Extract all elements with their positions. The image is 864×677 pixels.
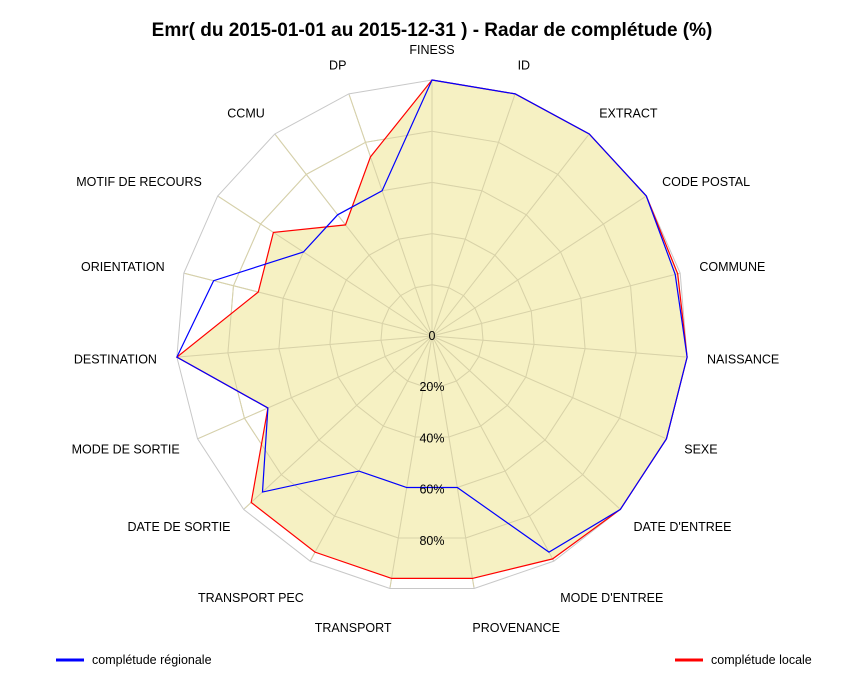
grid-ring-overlay — [380, 284, 484, 388]
axis-label: DP — [329, 58, 346, 72]
grid-spoke-overlay — [389, 335, 433, 588]
grid-spoke-overlay — [184, 272, 433, 337]
axis-label: CCMU — [227, 106, 265, 120]
axis-label: ORIENTATION — [81, 260, 165, 274]
axis-label: PROVENANCE — [472, 621, 560, 635]
ring-label: 80% — [419, 534, 444, 548]
grid-spoke-overlay — [198, 335, 433, 439]
ring-label: 40% — [419, 431, 444, 445]
grid-spoke-overlay — [431, 335, 666, 439]
ring-labels: 0 20% 40% 60% 80% — [419, 329, 444, 548]
axis-label: MOTIF DE RECOURS — [76, 175, 202, 189]
axis-label: EXTRACT — [599, 106, 658, 120]
chart-title: Emr( du 2015-01-01 au 2015-12-31 ) - Rad… — [152, 20, 713, 41]
grid-spoke-overlay — [431, 134, 589, 337]
grid-ring-overlay — [227, 130, 637, 539]
axis-label: NAISSANCE — [707, 352, 779, 366]
grid-spoke-overlay — [218, 196, 433, 337]
grid-spoke-overlay — [178, 335, 433, 358]
axis-label: CODE POSTAL — [662, 175, 750, 189]
axis-label: TRANSPORT — [315, 621, 392, 635]
grid-spoke-overlay — [431, 335, 475, 588]
axis-label: ID — [518, 58, 531, 72]
ring-label: 0 — [429, 329, 436, 343]
grid-spoke-overlay — [431, 335, 686, 358]
axis-label: FINESS — [409, 43, 454, 57]
legend-label: complétude régionale — [92, 653, 212, 667]
grid-spoke-overlay — [431, 335, 554, 561]
axis-label: SEXE — [684, 442, 717, 456]
ring-label: 20% — [419, 380, 444, 394]
legend-label: complétude locale — [711, 653, 812, 667]
grid-spoke-overlay — [275, 134, 433, 337]
grid-spoke-overlay — [348, 94, 433, 337]
axis-label: DESTINATION — [74, 352, 157, 366]
grid-spoke-overlay — [431, 335, 620, 509]
series-lines — [175, 79, 688, 588]
series-line-regionale — [176, 79, 688, 553]
axis-label: COMMUNE — [699, 260, 765, 274]
grid-spoke-overlay — [244, 335, 433, 509]
grid-spoke-overlay — [431, 196, 646, 337]
grid-spoke-overlay — [431, 272, 680, 337]
axis-label: TRANSPORT PEC — [198, 591, 304, 605]
grid-spoke-overlay — [431, 94, 516, 337]
axis-labels: FINESS ID EXTRACT CODE POSTAL COMMUNE NAISSAN… — [72, 43, 780, 635]
axis-label: DATE DE SORTIE — [127, 520, 230, 534]
axis-label: MODE DE SORTIE — [72, 442, 180, 456]
axis-label: MODE D'ENTREE — [560, 591, 663, 605]
grid-spoke-overlay — [310, 335, 433, 561]
legend: complétude régionale complétude locale — [56, 653, 812, 667]
grid-ring-overlay — [329, 233, 535, 438]
ring-label: 60% — [419, 483, 444, 497]
axis-label: DATE D'ENTREE — [633, 520, 731, 534]
